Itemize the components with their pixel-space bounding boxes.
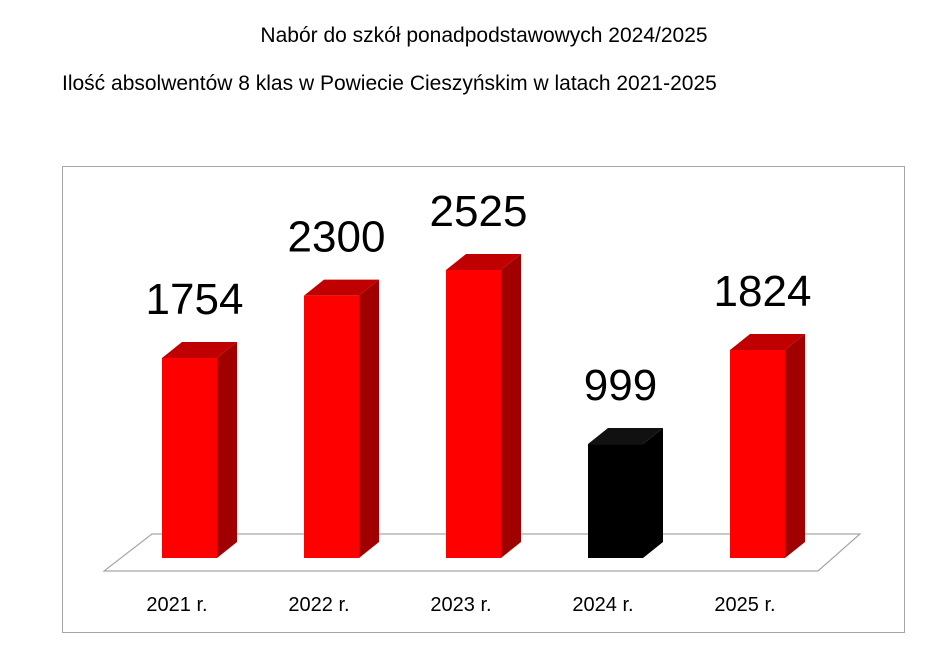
bar-front bbox=[162, 357, 217, 558]
data-label: 2300 bbox=[288, 213, 386, 262]
x-tick-label: 2024 r. bbox=[572, 594, 633, 616]
chart-area bbox=[62, 166, 905, 633]
data-label: 1754 bbox=[146, 275, 244, 324]
bar-front bbox=[446, 270, 501, 558]
bar-top bbox=[730, 333, 805, 350]
bar-top bbox=[588, 428, 663, 445]
chart-subtitle: Ilość absolwentów 8 klas w Powiecie Cies… bbox=[62, 72, 717, 95]
bar-side bbox=[359, 279, 379, 558]
bar-2024 bbox=[588, 428, 663, 558]
bar-2023 bbox=[446, 254, 521, 558]
x-tick-label: 2025 r. bbox=[714, 594, 775, 616]
x-tick-label: 2023 r. bbox=[430, 594, 491, 616]
page-title: Nabór do szkół ponadpodstawowych 2024/20… bbox=[260, 24, 708, 47]
bar-front bbox=[730, 349, 785, 558]
data-label: 1824 bbox=[714, 267, 812, 316]
bar-2025 bbox=[730, 333, 805, 558]
data-label: 999 bbox=[584, 361, 657, 410]
bar-2021 bbox=[162, 341, 237, 558]
bar-side bbox=[501, 254, 521, 558]
bar-front bbox=[588, 444, 643, 558]
bar-side bbox=[785, 333, 805, 558]
x-tick-label: 2021 r. bbox=[146, 594, 207, 616]
x-tick-label: 2022 r. bbox=[288, 594, 349, 616]
bar-top bbox=[304, 279, 379, 296]
bar-2022 bbox=[304, 279, 379, 558]
bar-side bbox=[643, 428, 663, 558]
bar-front bbox=[304, 295, 359, 558]
bar-top bbox=[446, 254, 521, 270]
data-label: 2525 bbox=[430, 187, 528, 236]
bar-side bbox=[217, 341, 237, 558]
bar-top bbox=[162, 341, 237, 358]
